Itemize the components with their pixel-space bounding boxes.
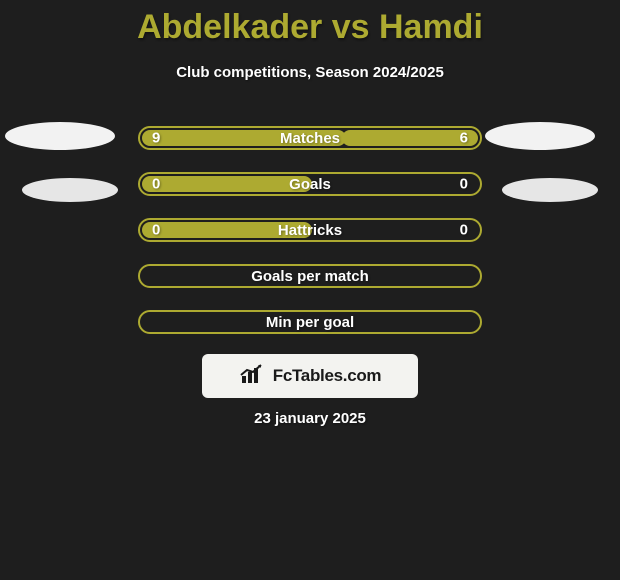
stat-label: Min per goal bbox=[266, 314, 354, 331]
stat-row-inner: Goals per match bbox=[142, 268, 478, 284]
brand-text: FcTables.com bbox=[273, 366, 382, 386]
stat-row-inner: Min per goal bbox=[142, 314, 478, 330]
stat-row: Goals per match bbox=[138, 264, 482, 288]
stat-label: Matches bbox=[280, 130, 340, 147]
stat-row: Min per goal bbox=[138, 310, 482, 334]
stat-row: Hattricks 0 0 bbox=[138, 218, 482, 242]
stat-value-right: 0 bbox=[460, 222, 468, 239]
stat-row: Matches 9 6 bbox=[138, 126, 482, 150]
player-ellipse bbox=[22, 178, 118, 202]
stat-value-left: 0 bbox=[152, 222, 160, 239]
stat-label: Goals bbox=[289, 176, 331, 193]
stat-value-right: 0 bbox=[460, 176, 468, 193]
brand-badge: FcTables.com bbox=[202, 354, 418, 398]
stat-row-inner: Matches bbox=[142, 130, 478, 146]
stat-row-inner: Hattricks bbox=[142, 222, 478, 238]
stat-label: Goals per match bbox=[251, 268, 369, 285]
player-ellipse bbox=[502, 178, 598, 202]
brand-chart-icon bbox=[239, 363, 267, 390]
player-ellipse bbox=[5, 122, 115, 150]
player-ellipse bbox=[485, 122, 595, 150]
stat-label: Hattricks bbox=[278, 222, 342, 239]
stat-value-left: 0 bbox=[152, 176, 160, 193]
stat-value-left: 9 bbox=[152, 130, 160, 147]
stat-value-right: 6 bbox=[460, 130, 468, 147]
comparison-canvas: Abdelkader vs Hamdi Club competitions, Se… bbox=[0, 0, 620, 580]
stat-row-inner: Goals bbox=[142, 176, 478, 192]
date-line: 23 january 2025 bbox=[0, 410, 620, 427]
stat-row: Goals 0 0 bbox=[138, 172, 482, 196]
page-title: Abdelkader vs Hamdi bbox=[0, 8, 620, 47]
subtitle: Club competitions, Season 2024/2025 bbox=[0, 64, 620, 81]
